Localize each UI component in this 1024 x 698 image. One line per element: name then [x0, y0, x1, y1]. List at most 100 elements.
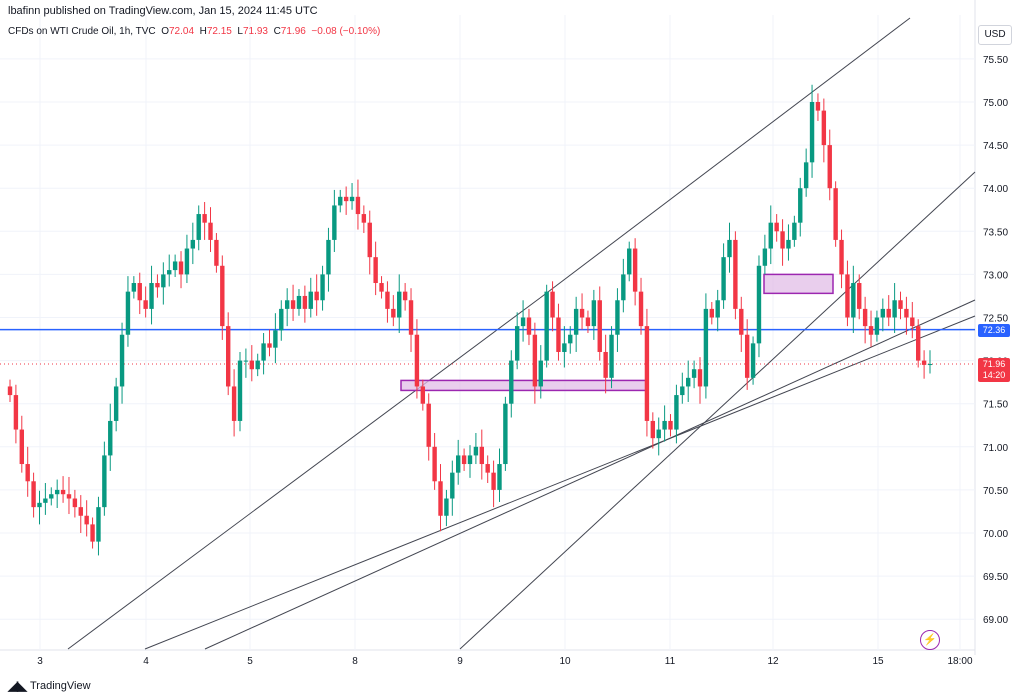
high-label: H	[199, 26, 207, 37]
candle-body	[921, 360, 927, 365]
candle-body	[249, 360, 254, 370]
tradingview-footer[interactable]: ◢◣ TradingView	[8, 678, 91, 694]
candle-body	[609, 334, 614, 378]
candle-body	[632, 248, 638, 292]
candle-body	[650, 420, 656, 439]
x-tick-label: 12	[767, 656, 779, 667]
candle-body	[827, 145, 832, 189]
open-label: O	[161, 26, 169, 37]
candle-body	[662, 420, 667, 430]
candle-body	[833, 188, 838, 240]
candle-body	[314, 291, 319, 301]
candle-body	[615, 300, 620, 335]
candle-body	[108, 420, 113, 456]
trendline	[67, 297, 541, 650]
candle-body	[485, 464, 490, 473]
tradingview-brand: TradingView	[30, 680, 91, 692]
candle-body	[385, 291, 390, 309]
candle-body	[161, 274, 166, 288]
candle-body	[113, 386, 119, 421]
candle-body	[96, 507, 101, 542]
candle-body	[373, 257, 378, 284]
candle-body	[674, 395, 679, 430]
y-tick-label: 74.50	[983, 141, 1008, 152]
candle-body	[338, 196, 343, 206]
candle-body	[851, 283, 856, 318]
candle-body	[361, 214, 367, 223]
candle-body	[456, 455, 461, 473]
trendline	[144, 315, 976, 650]
y-tick-label: 69.50	[983, 572, 1008, 583]
candle-body	[750, 343, 756, 378]
candle-body	[308, 291, 313, 309]
candle-body	[597, 300, 602, 352]
x-tick-label: 4	[143, 656, 149, 667]
candle-body	[880, 308, 886, 318]
candle-body	[514, 326, 520, 361]
candle-body	[19, 429, 24, 465]
candle-body	[90, 524, 95, 542]
candle-body	[904, 308, 909, 318]
candle-body	[815, 102, 821, 111]
y-tick-label: 75.00	[983, 98, 1008, 109]
candle-body	[727, 239, 732, 258]
candle-body	[768, 222, 773, 249]
candle-body	[910, 317, 915, 327]
lightning-icon[interactable]: ⚡	[920, 630, 940, 650]
candle-body	[638, 291, 644, 327]
candle-body	[450, 472, 455, 499]
candle-body	[774, 222, 779, 232]
candle-body	[473, 446, 479, 456]
candle-body	[237, 360, 243, 421]
candle-body	[302, 295, 308, 309]
candle-body	[172, 261, 178, 271]
y-tick-label: 70.00	[983, 529, 1008, 540]
candle-body	[733, 239, 738, 309]
close-label: C	[273, 26, 281, 37]
candle-body	[231, 386, 237, 421]
candle-body	[202, 214, 207, 223]
candle-body	[444, 498, 449, 516]
candle-body	[290, 300, 296, 309]
y-tick-label: 72.50	[983, 314, 1008, 325]
candle-body	[273, 330, 278, 348]
candle-body	[691, 369, 697, 378]
change-value: −0.08 (−0.10%)	[311, 26, 381, 37]
candle-body	[709, 308, 714, 318]
candle-body	[226, 326, 231, 387]
candle-body	[703, 308, 709, 387]
currency-button[interactable]: USD	[978, 25, 1012, 45]
candle-body	[332, 205, 337, 240]
x-tick-label: 15	[872, 656, 884, 667]
candle-body	[603, 351, 608, 378]
candle-body	[786, 239, 791, 249]
candle-body	[66, 494, 72, 499]
candle-body	[809, 102, 815, 163]
candle-body	[585, 317, 591, 327]
candle-body	[857, 283, 862, 309]
bar-countdown: 14:20	[982, 370, 1006, 380]
candle-body	[367, 222, 372, 258]
y-tick-label: 69.00	[983, 615, 1008, 626]
candle-body	[78, 507, 83, 516]
candle-body	[261, 343, 266, 361]
candle-body	[72, 498, 78, 508]
tradingview-logo-icon: ◢◣	[8, 678, 27, 693]
candle-body	[131, 283, 137, 292]
candle-body	[739, 308, 744, 335]
candle-body	[420, 386, 426, 404]
candle-body	[644, 326, 650, 421]
candle-body	[343, 196, 349, 202]
candle-body	[550, 291, 555, 318]
last-price-tag: 71.96 14:20	[978, 358, 1010, 382]
hline-price-tag: 72.36	[978, 324, 1010, 337]
candle-body	[762, 248, 768, 266]
candle-body	[49, 494, 54, 499]
candle-body	[591, 300, 597, 327]
candle-body	[491, 472, 496, 490]
symbol-legend: CFDs on WTI Crude Oil, 1h, TVC O72.04 H7…	[8, 26, 380, 37]
demand-zone-box	[763, 273, 834, 295]
candle-body	[526, 317, 532, 335]
trendline	[459, 171, 976, 650]
